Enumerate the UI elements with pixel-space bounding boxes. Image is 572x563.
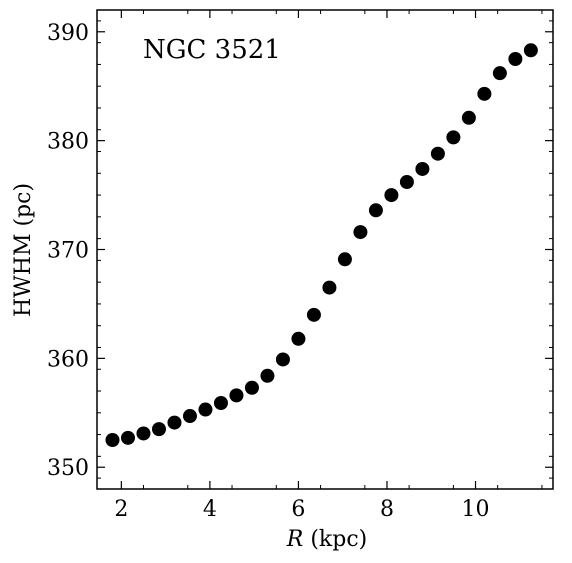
x-tick-label: 8 xyxy=(380,497,394,522)
data-point xyxy=(384,188,399,203)
data-point xyxy=(182,409,197,424)
data-point xyxy=(229,388,244,403)
data-point xyxy=(337,252,352,267)
y-tick-label: 360 xyxy=(47,347,89,372)
x-axis-symbol: R xyxy=(286,527,304,552)
x-axis-label: R (kpc) xyxy=(286,527,367,552)
data-point xyxy=(260,368,275,383)
data-point xyxy=(275,352,290,367)
data-point xyxy=(523,43,538,58)
x-tick-label: 6 xyxy=(291,497,305,522)
x-axis-unit: (kpc) xyxy=(303,527,367,552)
data-point xyxy=(167,415,182,430)
y-axis-label: HWHM (pc) xyxy=(11,183,36,317)
data-point xyxy=(322,280,337,295)
data-points xyxy=(105,43,538,448)
y-tick-label: 380 xyxy=(47,130,89,155)
data-point xyxy=(353,225,368,240)
data-point xyxy=(120,430,135,445)
y-tick-label: 390 xyxy=(47,21,89,46)
x-tick-label: 10 xyxy=(462,497,490,522)
data-point xyxy=(415,161,430,176)
data-point xyxy=(198,402,213,417)
data-point xyxy=(430,146,445,161)
data-point xyxy=(399,175,414,190)
data-point xyxy=(508,51,523,66)
data-point xyxy=(368,203,383,218)
data-point xyxy=(136,426,151,441)
data-point xyxy=(446,130,461,145)
x-tick-label: 2 xyxy=(114,497,128,522)
data-point xyxy=(291,331,306,346)
data-point xyxy=(306,307,321,322)
data-point xyxy=(492,66,507,81)
chart-annotation: NGC 3521 xyxy=(143,35,281,65)
data-point xyxy=(477,86,492,101)
axis-ticks: 2 4 6 8 10 350 360 370 380 390 xyxy=(47,10,553,522)
plot-frame xyxy=(96,9,554,490)
y-tick-label: 370 xyxy=(47,239,89,264)
data-point xyxy=(151,422,166,437)
data-point xyxy=(244,380,259,395)
x-tick-label: 4 xyxy=(203,497,217,522)
data-point xyxy=(461,110,476,125)
y-tick-label: 350 xyxy=(47,456,89,481)
data-point xyxy=(213,395,228,410)
data-point xyxy=(105,433,120,448)
